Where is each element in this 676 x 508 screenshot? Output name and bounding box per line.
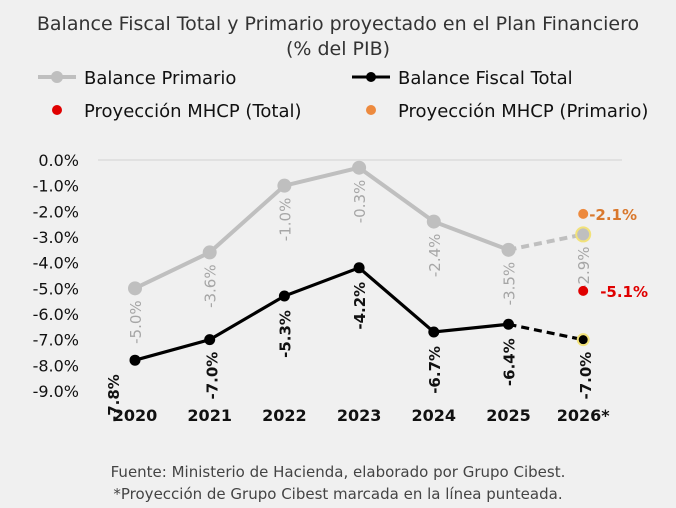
x-tick-label: 2021	[187, 406, 232, 425]
data-label: -7.0%	[577, 352, 595, 400]
data-label: -1.0%	[276, 198, 294, 242]
x-tick-label: 2024	[412, 406, 457, 425]
data-label: -7.0%	[204, 352, 222, 400]
series-projection-line-1	[508, 322, 584, 342]
legend-marker-mhcp-primario	[366, 105, 376, 115]
projection-label: -5.1%	[600, 283, 648, 301]
data-point	[428, 326, 440, 338]
x-axis: 2020 2021 2022 2023 2024 2025 2026*	[113, 406, 611, 425]
projection-point	[578, 208, 589, 219]
legend-label-mhcp-total: Proyección MHCP (Total)	[84, 101, 302, 122]
data-label: -0.3%	[351, 180, 369, 224]
legend-label-mhcp-primario: Proyección MHCP (Primario)	[398, 101, 648, 122]
legend-marker-primario	[51, 71, 63, 83]
data-point	[503, 318, 514, 330]
data-point	[501, 242, 516, 257]
x-tick-label: 2025	[486, 406, 531, 425]
data-label: -2.4%	[426, 234, 444, 278]
data-point	[202, 245, 217, 260]
y-tick-label: -9.0%	[33, 382, 79, 401]
x-tick-label: 2023	[337, 406, 382, 425]
data-point	[352, 160, 367, 175]
series: -5.0% -3.6% -1.0% -0.3% -2.4% -3.5% -2.9% -7.8%…	[105, 160, 648, 422]
chart-title: Balance Fiscal Total y Primario proyecta…	[37, 13, 639, 35]
x-tick-label: 2022	[262, 406, 307, 425]
data-point	[576, 333, 590, 347]
data-point	[128, 281, 142, 296]
data-point	[353, 262, 365, 274]
data-point	[204, 334, 216, 346]
data-label: -3.5%	[501, 262, 519, 306]
y-tick-label: -5.0%	[33, 279, 79, 298]
data-label: -3.6%	[202, 264, 220, 308]
data-point	[575, 226, 592, 243]
y-tick-label: -1.0%	[33, 177, 79, 196]
footer-note: *Proyección de Grupo Cibest marcada en l…	[113, 485, 562, 503]
data-point	[129, 354, 141, 366]
x-tick-label: 2026*	[557, 406, 611, 425]
legend-label-primario: Balance Primario	[84, 68, 236, 89]
projection-point	[578, 285, 589, 296]
chart-subtitle: (% del PIB)	[286, 38, 390, 60]
y-axis: 0.0% -1.0% -2.0% -3.0% -4.0% -5.0% -6.0% -7.0% -…	[33, 151, 79, 401]
legend-label-total: Balance Fiscal Total	[398, 68, 573, 89]
legend-marker-total	[366, 72, 376, 82]
data-label: -6.7%	[426, 346, 444, 394]
y-tick-label: -3.0%	[33, 228, 79, 247]
legend-marker-mhcp-total	[52, 105, 62, 115]
y-tick-label: -4.0%	[33, 254, 79, 273]
data-label: -5.3%	[276, 310, 294, 358]
data-label: -6.4%	[501, 338, 519, 386]
series-projection-line-0	[508, 232, 584, 252]
data-label: -2.9%	[575, 246, 593, 290]
projection-label: -2.1%	[589, 206, 637, 224]
y-tick-label: -6.0%	[33, 305, 79, 324]
footer-source: Fuente: Ministerio de Hacienda, elaborad…	[111, 463, 566, 481]
data-point	[277, 178, 292, 193]
legend: Balance Primario Balance Fiscal Total Pr…	[38, 68, 648, 122]
data-label: -5.0%	[127, 300, 145, 344]
y-tick-label: -7.0%	[33, 331, 79, 350]
data-label: -7.8%	[105, 374, 123, 422]
x-tick-label: 2020	[113, 406, 158, 425]
y-tick-label: 0.0%	[38, 151, 79, 170]
y-tick-label: -8.0%	[33, 356, 79, 375]
data-label: -4.2%	[351, 282, 369, 330]
data-point	[426, 214, 441, 229]
y-tick-label: -2.0%	[33, 202, 79, 221]
series-line-1	[134, 265, 509, 362]
series-line-0	[134, 165, 510, 291]
data-point	[278, 290, 290, 302]
